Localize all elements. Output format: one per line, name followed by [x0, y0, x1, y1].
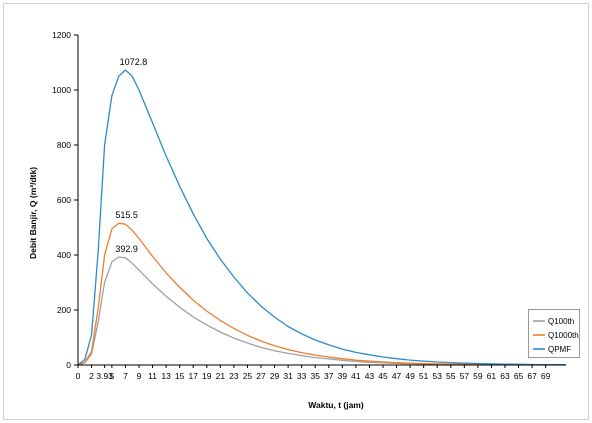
y-tick-label: 0 — [66, 360, 71, 370]
x-tick-label: 27 — [256, 371, 266, 381]
x-tick-label: 25 — [243, 371, 253, 381]
peak-labels: 1072.8 515.5 392.9 — [115, 57, 147, 254]
x-tick-label: 29 — [270, 371, 280, 381]
peak-label-q1000th: 515.5 — [115, 210, 138, 220]
y-tick-label: 800 — [57, 140, 71, 150]
x-tick-label: 47 — [392, 371, 402, 381]
series-line-qpmf — [77, 69, 566, 366]
y-axis-title: Debit Banjir, Q (m³/dtk) — [28, 167, 38, 259]
legend-label-q1000th: Q1000th — [548, 331, 579, 340]
peak-label-q100th: 392.9 — [115, 244, 138, 254]
x-tick-label: 2 — [89, 371, 94, 381]
y-tick-label: 400 — [57, 250, 71, 260]
x-tick-label: 17 — [188, 371, 198, 381]
x-tick-label: 13 — [161, 371, 171, 381]
x-tick-label: 51 — [419, 371, 429, 381]
x-tick-label: 43 — [365, 371, 375, 381]
x-tick-label: 63 — [500, 371, 510, 381]
x-tick-label: 35 — [310, 371, 320, 381]
x-tick-label: 65 — [514, 371, 524, 381]
x-tick-label: 3.93 — [96, 371, 113, 381]
legend-label-qpmf: QPMF — [548, 345, 571, 354]
x-tick-label: 23 — [229, 371, 239, 381]
x-tick-label: 67 — [527, 371, 537, 381]
x-tick-label: 31 — [283, 371, 293, 381]
y-tick-label: 200 — [57, 305, 71, 315]
x-tick-label: 37 — [324, 371, 334, 381]
x-tick-label: 45 — [378, 371, 388, 381]
y-axis-ticks: 0 200 400 600 800 1000 1200 — [52, 30, 78, 370]
x-tick-label: 9 — [137, 371, 142, 381]
x-tick-label: 7 — [123, 371, 128, 381]
x-tick-label: 39 — [338, 371, 348, 381]
x-tick-label: 57 — [460, 371, 470, 381]
legend-items: Q100th Q1000th QPMF — [533, 317, 579, 354]
series-line-q100th — [77, 256, 566, 366]
x-tick-label: 5 — [110, 371, 115, 381]
x-tick-label: 15 — [175, 371, 185, 381]
x-tick-label: 11 — [148, 371, 157, 381]
x-tick-label: 19 — [202, 371, 212, 381]
x-axis-title: Waktu, t (jam) — [308, 400, 364, 410]
y-tick-label: 1000 — [52, 85, 71, 95]
series-lines — [77, 69, 566, 366]
x-axis-ticks: 0 2 3.935 7 9 11 13 15 17 19 21 23 25 27 29 31 33 35 37 39 4… — [76, 365, 551, 381]
x-tick-label: 49 — [405, 371, 415, 381]
y-tick-label: 600 — [57, 195, 71, 205]
x-tick-label: 61 — [487, 371, 497, 381]
chart-border — [3, 3, 589, 420]
series-line-q1000th — [77, 222, 566, 366]
legend-label-q100th: Q100th — [548, 317, 574, 326]
peak-label-qpmf: 1072.8 — [120, 57, 148, 67]
x-tick-label: 59 — [473, 371, 483, 381]
x-tick-label: 69 — [541, 371, 551, 381]
x-tick-label: 0 — [76, 371, 81, 381]
x-tick-label: 53 — [432, 371, 442, 381]
y-tick-label: 1200 — [52, 30, 71, 40]
x-tick-label: 55 — [446, 371, 456, 381]
x-tick-label: 41 — [351, 371, 361, 381]
x-tick-label: 21 — [216, 371, 226, 381]
legend: Q100th Q1000th QPMF — [528, 309, 580, 358]
x-tick-label: 33 — [297, 371, 307, 381]
